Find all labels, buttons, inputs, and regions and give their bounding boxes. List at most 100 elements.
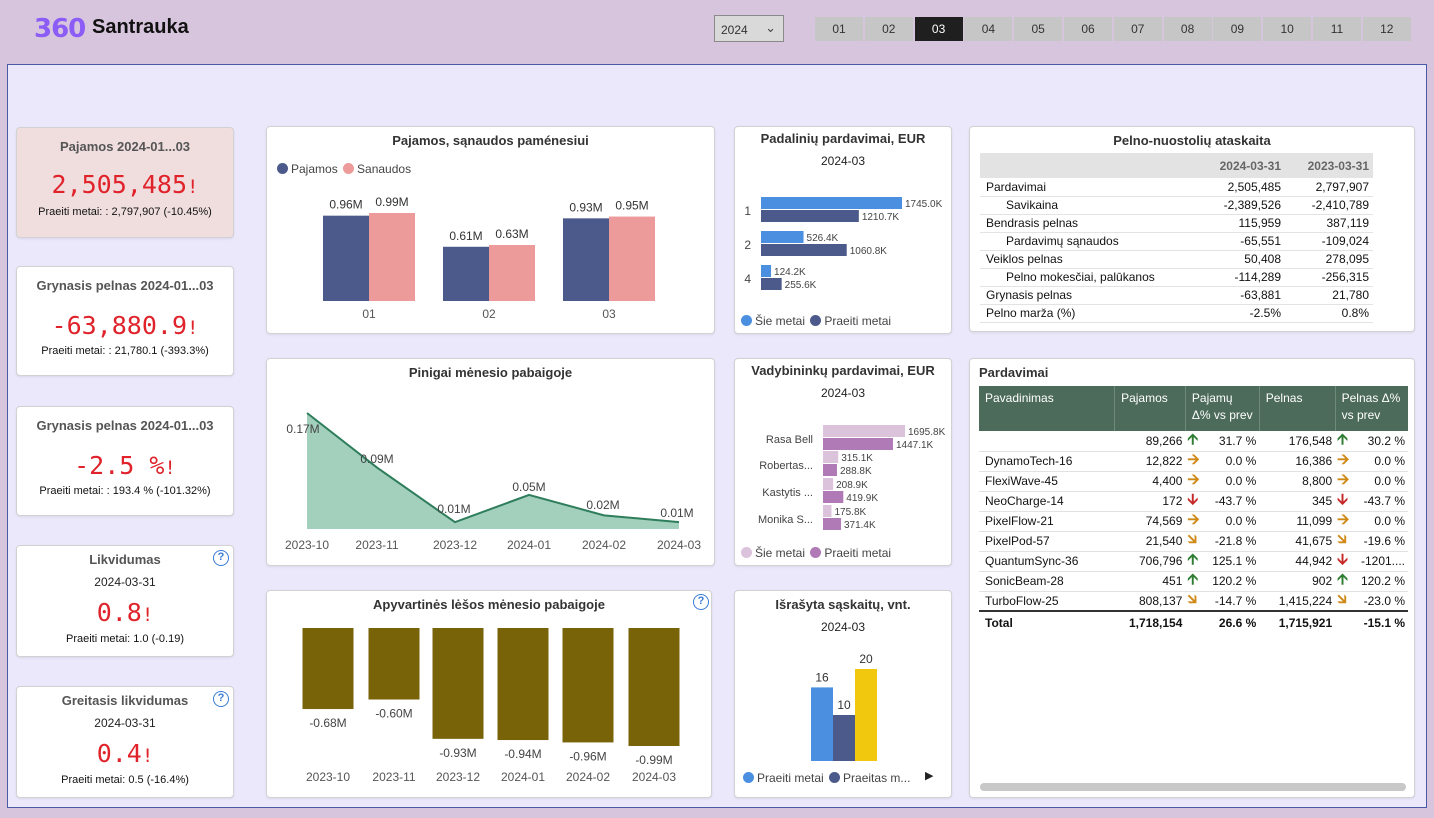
value-previous: 21,780 — [1285, 286, 1373, 305]
kpi-net-profit[interactable]: Grynasis pelnas 2024-01...03 -63,880.9! … — [16, 266, 234, 376]
bar-2024-03 — [628, 628, 680, 746]
working-capital-chart[interactable]: Apyvartinės lėšos mėnesio pabaigoje ? -0… — [266, 590, 712, 798]
month-button-01[interactable]: 01 — [815, 17, 863, 41]
col-header: 2023-03-31 — [1285, 153, 1373, 178]
chart-subtitle: 2024-03 — [820, 154, 866, 168]
month-button-10[interactable]: 10 — [1263, 17, 1312, 41]
legend-dot — [810, 547, 822, 558]
table-row[interactable]: SonicBeam-28 451 🡩 120.2 % 902 🡩 120.2 % — [979, 571, 1408, 592]
divisions-chart[interactable]: Padalinių pardavimai, EUR 2024-03 1 1745.… — [734, 126, 952, 334]
kpi-date: 2024-03-31 — [94, 575, 156, 589]
help-icon[interactable]: ? — [213, 550, 229, 566]
col-header[interactable]: Pelnas — [1259, 386, 1336, 431]
arrow-down-right-icon: 🡮 — [1187, 590, 1197, 608]
table-row[interactable]: TurboFlow-25 808,137 🡮 -14.7 % 1,415,224 🡮 -23… — [979, 590, 1408, 612]
year-select[interactable]: 2024 ⌄ — [714, 15, 784, 42]
x-tick-label: 2023-12 — [436, 770, 480, 784]
revenue-costs-chart[interactable]: Pajamos, sąnaudos paménesiui Pajamos San… — [266, 126, 715, 334]
arrow-down-icon: 🡫 — [1337, 551, 1348, 568]
revenue-cell: 706,796 — [1114, 551, 1186, 572]
profit-delta-cell: 🡮 -23.0 % — [1335, 591, 1408, 612]
row-label: Veiklos pelnas — [980, 250, 1160, 269]
table-row[interactable]: 89,266 🡩 31.7 % 176,548 🡩 30.2 % — [979, 431, 1408, 452]
legend-dot — [741, 315, 752, 326]
x-tick-label: 2024-01 — [507, 538, 551, 552]
horizontal-scrollbar[interactable] — [980, 783, 1406, 791]
page-title: Santrauka — [92, 16, 189, 38]
month-button-02[interactable]: 02 — [864, 17, 913, 41]
data-label: 0.95M — [615, 199, 648, 213]
profit-delta: -23.0 % — [1363, 593, 1405, 608]
x-tick-label: 02 — [482, 307, 496, 321]
col-header[interactable]: Pelnas Δ% vs prev — [1335, 386, 1408, 431]
x-tick-label: 2024-01 — [501, 770, 545, 784]
data-label: 0.01M — [437, 502, 470, 516]
data-label: -0.68M — [309, 716, 346, 730]
help-icon[interactable]: ? — [693, 594, 709, 610]
data-label: -0.60M — [375, 707, 412, 721]
managers-chart[interactable]: Vadybininkų pardavimai, EUR 2024-03 Rasa… — [734, 358, 952, 566]
chart-subtitle: 2024-03 — [820, 386, 866, 400]
month-button-05[interactable]: 05 — [1014, 17, 1063, 41]
y-tick-label: Monika S... — [758, 514, 813, 526]
help-icon[interactable]: ? — [213, 691, 229, 707]
kpi-quick-liquidity[interactable]: Greitasis likvidumas ? 2024-03-31 0.4! P… — [16, 686, 234, 798]
col-header[interactable]: Pajamų Δ% vs prev — [1185, 386, 1260, 431]
revenue-delta-cell: 🡪 0.0 % — [1185, 511, 1260, 532]
profit-cell: 1,415,224 — [1259, 591, 1336, 612]
logo: 360 — [34, 14, 86, 44]
table-row[interactable]: FlexiWave-45 4,400 🡪 0.0 % 8,800 🡪 0.0 % — [979, 471, 1408, 492]
month-button-07[interactable]: 07 — [1113, 17, 1162, 41]
data-label: 0.61M — [449, 229, 482, 243]
kpi-date: 2024-03-31 — [94, 716, 156, 730]
table-row[interactable]: NeoCharge-14 172 🡫 -43.7 % 345 🡫 -43.7 % — [979, 491, 1408, 512]
arrow-right-icon: 🡪 — [1187, 471, 1200, 488]
col-header[interactable]: Pavadinimas — [979, 386, 1116, 431]
revenue-cell: 808,137 — [1114, 591, 1186, 612]
row-label: Pelno mokesčiai, palūkanos — [980, 268, 1160, 287]
bar-Rasa Bell — [823, 438, 893, 450]
bar-Rasa Bell — [823, 425, 905, 437]
data-label: 175.8K — [835, 507, 867, 518]
data-label: -0.94M — [504, 747, 541, 761]
bar-Robertas... — [823, 464, 837, 476]
month-button-06[interactable]: 06 — [1064, 17, 1112, 41]
arrow-down-right-icon: 🡮 — [1187, 531, 1197, 548]
x-tick-label: 2023-12 — [433, 538, 477, 552]
month-button-08[interactable]: 08 — [1163, 17, 1212, 41]
month-button-09[interactable]: 09 — [1213, 17, 1262, 41]
month-button-04[interactable]: 04 — [964, 17, 1013, 41]
month-button-03[interactable]: 03 — [914, 17, 963, 41]
profit-cell: 8,800 — [1259, 471, 1336, 492]
kpi-value: 2,505,485! — [51, 170, 199, 199]
table-row: Veiklos pelnas 50,408 278,095 — [980, 250, 1373, 269]
table-row: Pelno marža (%) -2.5% 0.8% — [980, 304, 1373, 323]
kpi-net-margin[interactable]: Grynasis pelnas 2024-01...03 -2.5 %! Pra… — [16, 406, 234, 516]
value-current: -63,881 — [1160, 286, 1285, 305]
invoices-chart[interactable]: Išrašyta sąskaitų, vnt. 2024-03 16 10 20 P… — [734, 590, 952, 798]
kpi-revenue[interactable]: Pajamos 2024-01...03 2,505,485! Praeiti … — [16, 127, 234, 238]
data-label: 20 — [859, 652, 873, 666]
table-row[interactable]: PixelFlow-21 74,569 🡪 0.0 % 11,099 🡪 0.0 % — [979, 511, 1408, 532]
legend-next-icon[interactable]: ▶ — [925, 770, 934, 782]
month-button-12[interactable]: 12 — [1362, 17, 1411, 41]
cash-area — [307, 413, 679, 529]
kpi-prev: Praeiti metai: : 21,780.1 (-393.3%) — [41, 345, 209, 357]
value-previous: 2,797,907 — [1285, 178, 1373, 197]
month-button-11[interactable]: 11 — [1313, 17, 1361, 41]
legend-label: Šie metai — [755, 546, 806, 560]
cash-chart[interactable]: Pinigai mėnesio pabaigoje 0.17M 0.09M 0.01… — [266, 358, 715, 566]
total-label: Total — [979, 610, 1115, 633]
kpi-liquidity[interactable]: Likvidumas ? 2024-03-31 0.8! Praeiti met… — [16, 545, 234, 657]
revenue-delta: -43.7 % — [1214, 494, 1257, 508]
col-header[interactable]: Pajamos — [1114, 386, 1186, 431]
value-previous: 0.8% — [1285, 304, 1373, 323]
sales-table-card[interactable]: Pardavimai Pavadinimas Pajamos Pajamų Δ%… — [969, 358, 1415, 798]
table-row: Pelno mokesčiai, palūkanos -114,289 -256,3… — [980, 268, 1373, 287]
revenue-delta: 0.0 % — [1225, 474, 1257, 488]
data-label: 0.96M — [329, 198, 362, 212]
pnl-report[interactable]: Pelno-nuostolių ataskaita 2024-03-31 202… — [969, 126, 1415, 332]
table-row[interactable]: QuantumSync-36 706,796 🡩 125.1 % 44,942 🡫 -120… — [979, 551, 1408, 572]
table-row[interactable]: DynamoTech-16 12,822 🡪 0.0 % 16,386 🡪 0.0 % — [979, 451, 1408, 472]
table-row[interactable]: PixelPod-57 21,540 🡮 -21.8 % 41,675 🡮 -19.6 % — [979, 531, 1408, 552]
